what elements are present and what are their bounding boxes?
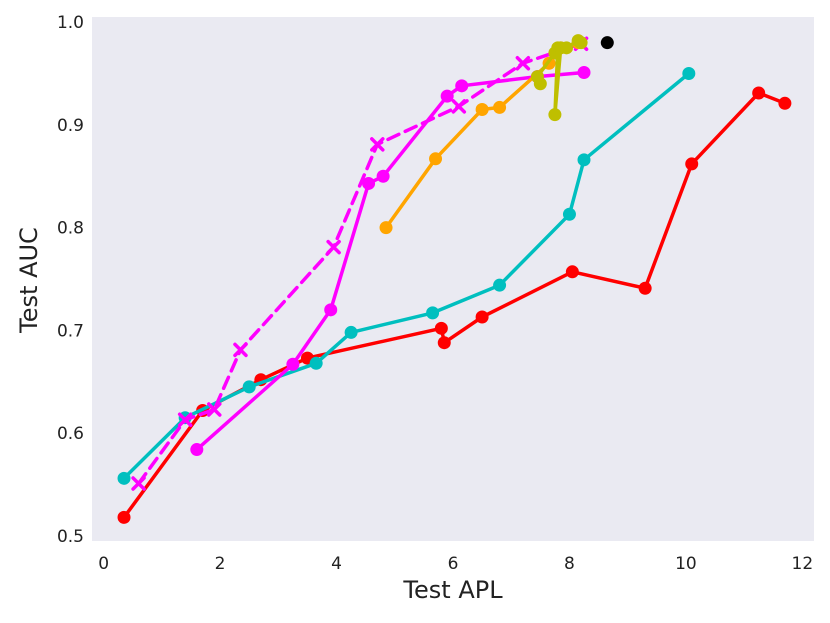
data-point xyxy=(131,476,146,491)
series-layer xyxy=(117,34,792,524)
data-point xyxy=(475,310,489,324)
data-point xyxy=(117,471,131,485)
data-point xyxy=(577,65,591,79)
x-tick-labels: 0 2 4 6 8 10 12 xyxy=(98,554,813,574)
series-5 xyxy=(530,34,588,122)
data-point xyxy=(752,86,766,100)
data-point xyxy=(426,306,440,320)
data-point xyxy=(376,169,390,183)
series-6 xyxy=(600,36,614,50)
x-axis-label: Test APL xyxy=(402,576,503,604)
data-point xyxy=(117,510,131,524)
plot-area xyxy=(92,17,814,541)
data-point xyxy=(638,281,652,295)
data-point xyxy=(600,36,614,50)
data-point xyxy=(362,176,376,190)
data-point xyxy=(207,402,222,417)
data-point xyxy=(574,36,588,50)
data-point xyxy=(451,99,467,114)
data-point xyxy=(475,102,489,116)
y-tick-labels: 0.5 0.6 0.7 0.8 0.9 1.0 xyxy=(57,13,84,547)
data-point xyxy=(685,157,699,171)
x-tick-label: 0 xyxy=(98,554,109,574)
y-tick-label: 1.0 xyxy=(57,13,84,33)
y-tick-label: 0.9 xyxy=(57,116,84,136)
data-point xyxy=(682,67,696,81)
data-point xyxy=(577,153,591,167)
y-tick-label: 0.8 xyxy=(57,219,84,239)
y-tick-label: 0.7 xyxy=(57,321,84,341)
series-2 xyxy=(190,65,591,457)
data-point xyxy=(242,380,256,394)
x-tick-label: 8 xyxy=(564,554,575,574)
data-point xyxy=(177,412,193,428)
y-tick-label: 0.5 xyxy=(57,527,84,547)
data-point xyxy=(370,137,385,152)
x-tick-label: 2 xyxy=(215,554,226,574)
data-point xyxy=(560,41,574,55)
data-point xyxy=(286,357,300,371)
x-tick-label: 6 xyxy=(448,554,459,574)
x-tick-label: 12 xyxy=(792,554,814,574)
data-point xyxy=(190,443,204,457)
data-point xyxy=(515,55,531,71)
data-point xyxy=(493,278,507,292)
x-tick-label: 4 xyxy=(331,554,342,574)
x-tick-label: 10 xyxy=(675,554,697,574)
data-point xyxy=(233,342,248,358)
data-point xyxy=(455,79,469,93)
data-point xyxy=(437,336,451,350)
data-point xyxy=(493,100,507,114)
y-tick-label: 0.6 xyxy=(57,424,84,444)
data-point xyxy=(434,321,448,335)
data-point xyxy=(530,70,544,84)
data-point xyxy=(562,207,576,221)
data-point xyxy=(326,239,341,255)
data-point xyxy=(440,89,454,103)
y-axis-label: Test AUC xyxy=(15,227,43,334)
data-point xyxy=(309,356,323,370)
data-point xyxy=(344,325,358,339)
data-point xyxy=(324,303,338,317)
data-point xyxy=(778,96,792,110)
data-point xyxy=(565,265,579,279)
data-point xyxy=(429,152,443,166)
data-point xyxy=(379,221,393,235)
data-point xyxy=(548,108,562,122)
